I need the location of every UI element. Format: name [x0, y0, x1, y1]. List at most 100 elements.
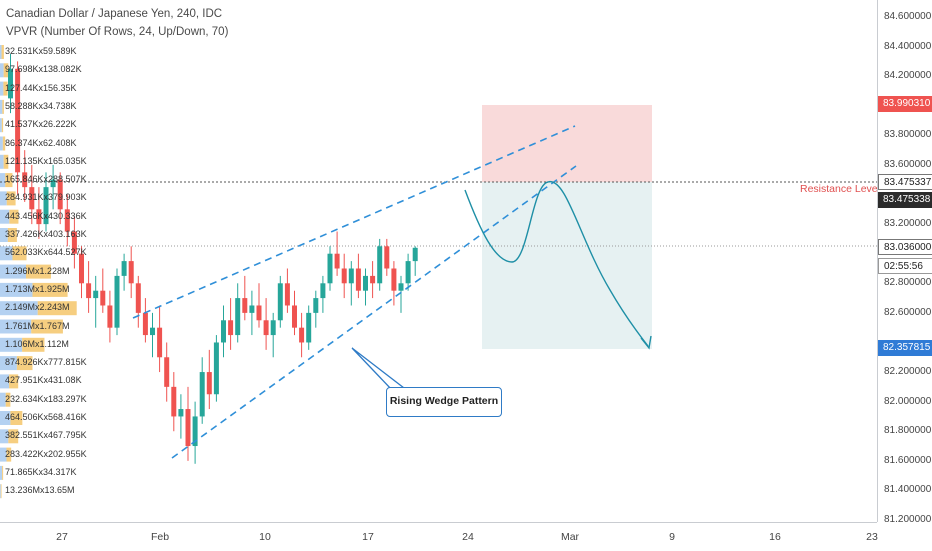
- vp-up-bar: [0, 173, 6, 188]
- rising-wedge-callout[interactable]: Rising Wedge Pattern: [386, 387, 502, 417]
- price-tick: 81.200000: [884, 514, 932, 525]
- vp-down-bar: [37, 301, 77, 316]
- time-label-mar: Mar: [560, 531, 580, 543]
- candle-body: [412, 247, 418, 262]
- candle-body: [299, 327, 305, 343]
- vp-up-bar: [0, 282, 33, 297]
- candle-body: [306, 312, 312, 343]
- vp-down-bar: [2, 99, 4, 114]
- vp-up-bar: [0, 264, 26, 279]
- vp-up-bar: [0, 191, 7, 206]
- vp-up-bar: [0, 337, 23, 352]
- candle-body: [228, 320, 234, 336]
- vp-down-bar: [3, 63, 9, 78]
- price-axis[interactable]: 84.600000 84.400000 84.200000 83.800000 83.6…: [877, 0, 932, 525]
- vp-down-bar: [6, 191, 16, 206]
- candle-body: [363, 275, 368, 291]
- candle-body: [384, 246, 390, 269]
- vp-down-bar: [5, 392, 11, 407]
- candle-body: [185, 409, 191, 447]
- candle-body: [249, 305, 255, 313]
- vp-row-label: 1.761Mx1.767M: [5, 320, 70, 331]
- time-label-feb: Feb: [150, 531, 170, 543]
- indicator-label[interactable]: VPVR (Number Of Rows, 24, Up/Down, 70): [6, 26, 229, 38]
- candle-body: [370, 275, 376, 284]
- vp-down-bar: [16, 356, 33, 371]
- vp-up-bar: [0, 447, 7, 462]
- candle-body: [192, 416, 198, 447]
- vp-down-bar: [8, 429, 19, 444]
- vp-up-bar: [0, 374, 10, 389]
- stop-price-badge: 82.357815: [878, 340, 932, 356]
- projection-arrowhead: [640, 335, 652, 350]
- price-tick: 81.800000: [884, 425, 932, 437]
- vp-row-label: 874.926Kx777.815K: [5, 357, 87, 368]
- vp-row-label: 464.506Kx568.416K: [5, 412, 87, 422]
- vp-down-bar: [32, 282, 68, 297]
- vp-down-bar: [6, 447, 12, 462]
- chart-area[interactable]: Canadian Dollar / Japanese Yen, 240, IDC…: [0, 0, 880, 522]
- candle-body: [164, 357, 170, 387]
- candle-body: [36, 209, 42, 225]
- time-label-9: 9: [669, 531, 675, 543]
- vp-down-bar: [3, 81, 8, 96]
- vp-down-bar: [1, 45, 4, 59]
- vp-up-bar: [0, 209, 10, 224]
- vp-row-label: 165.846Kx288.507K: [5, 174, 87, 185]
- candle-body: [22, 172, 28, 188]
- candle-body: [206, 372, 212, 395]
- candle-body: [100, 290, 106, 306]
- chart-canvas[interactable]: [0, 0, 877, 522]
- candle-body: [277, 283, 283, 321]
- vp-row-label: 562.033Kx644.527K: [5, 247, 87, 258]
- vp-down-bar: [22, 337, 45, 352]
- wedge-trendlines: [132, 125, 577, 459]
- vp-row-label: 41.537Kx26.222K: [5, 119, 77, 130]
- vp-row-label: 121.135Kx165.035K: [5, 155, 87, 166]
- candle-body: [86, 283, 92, 299]
- vp-down-bar: [3, 154, 9, 169]
- price-tick: 84.200000: [884, 70, 932, 82]
- vp-up-bar: [0, 301, 38, 316]
- target-price-badge: 83.990310: [878, 96, 932, 112]
- candle-body: [235, 298, 241, 336]
- vp-row-label: 443.456Kx430.336K: [5, 210, 87, 221]
- candle-body: [199, 372, 205, 417]
- candle-body: [355, 268, 361, 291]
- candle-body: [93, 290, 99, 299]
- candle-body: [320, 283, 326, 299]
- vp-down-bar: [10, 411, 23, 425]
- vp-row-label: 86.374Kx62.408K: [5, 137, 77, 148]
- candle-body: [114, 275, 120, 328]
- vp-row-label: 71.865Kx34.317K: [5, 466, 77, 477]
- volume-profile: [0, 45, 77, 499]
- chart-title: Canadian Dollar / Japanese Yen, 240, IDC: [6, 8, 223, 20]
- time-axis[interactable]: 27 Feb 10 17 24 Mar 9 16 23: [0, 522, 878, 551]
- price-tick: 83.200000: [884, 218, 932, 230]
- time-label-24: 24: [462, 531, 474, 543]
- price-tick: 82.800000: [884, 277, 932, 289]
- time-label-16: 16: [769, 531, 781, 543]
- resistance-price-badge-2: 83.475338: [878, 192, 932, 208]
- candle-body: [50, 179, 56, 188]
- candle-body: [263, 320, 269, 336]
- candle-body: [150, 327, 155, 336]
- target-zone: [482, 105, 652, 182]
- candle-body: [8, 68, 13, 99]
- vp-row-label: 13.236Mx13.65M: [5, 485, 75, 496]
- vp-up-bar: [0, 99, 3, 114]
- candlesticks: [8, 53, 418, 464]
- vp-up-bar: [0, 81, 4, 96]
- vp-row-label: 1.106Mx1.112M: [5, 338, 69, 349]
- candle-body: [107, 305, 113, 328]
- candle-body: [313, 298, 319, 313]
- callout-pointer: [351, 347, 406, 391]
- vp-row-label: 58.288Kx34.738K: [5, 100, 77, 111]
- candle-body: [398, 283, 404, 291]
- price-tick: 84.400000: [884, 40, 932, 52]
- current-price-badge: 83.036000: [878, 239, 932, 255]
- price-tick: 82.200000: [884, 366, 932, 378]
- candle-body: [71, 231, 77, 254]
- time-label-17: 17: [362, 531, 374, 543]
- price-tick: 83.600000: [884, 158, 932, 170]
